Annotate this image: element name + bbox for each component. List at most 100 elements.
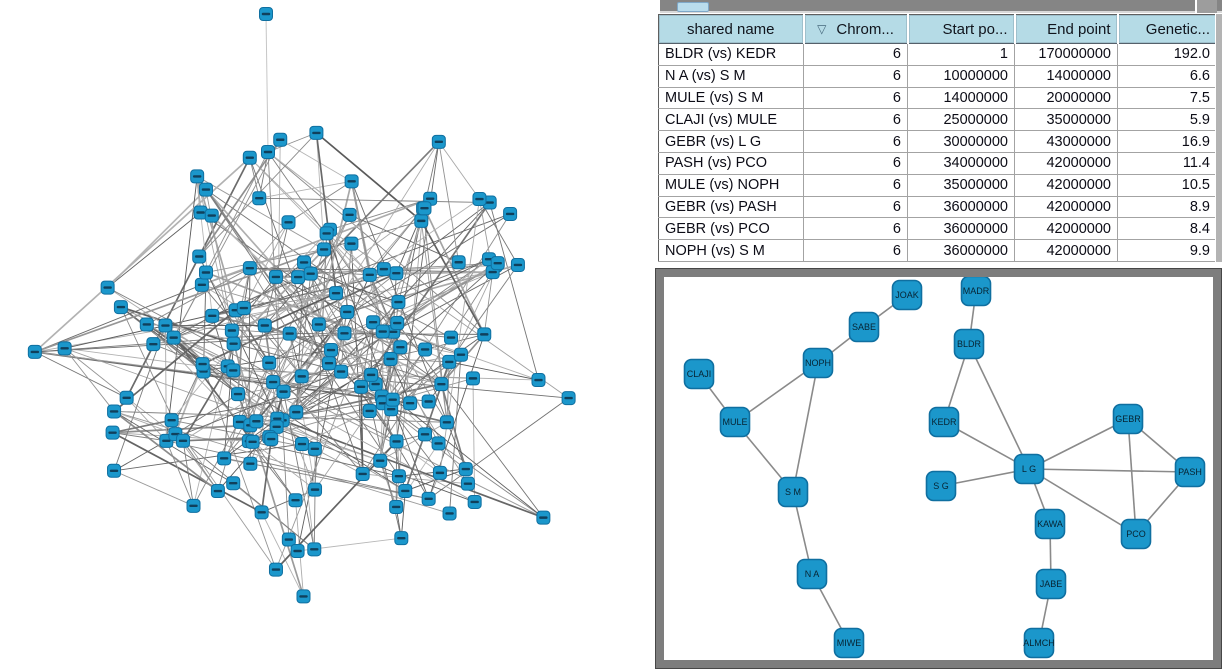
overview-node[interactable] — [113, 300, 128, 315]
table-cell[interactable]: N A (vs) S M — [658, 65, 804, 88]
overview-node[interactable] — [289, 405, 304, 420]
table-cell[interactable]: 20000000 — [1014, 87, 1118, 110]
overview-node[interactable] — [394, 531, 409, 546]
overview-node[interactable] — [205, 308, 220, 323]
overview-node[interactable] — [242, 261, 257, 276]
overview-node[interactable] — [334, 364, 349, 379]
overview-node[interactable] — [340, 304, 355, 319]
node-miwe[interactable]: MIWE — [833, 627, 865, 659]
overview-node[interactable] — [303, 266, 318, 281]
node-n-a[interactable]: N A — [796, 558, 828, 590]
table-cell[interactable]: 9.9 — [1117, 239, 1217, 262]
overview-node[interactable] — [198, 182, 213, 197]
overview-node[interactable] — [57, 341, 72, 356]
overview-node[interactable] — [245, 434, 260, 449]
overview-node[interactable] — [324, 343, 339, 358]
overview-node[interactable] — [444, 330, 459, 345]
overview-node[interactable] — [190, 169, 205, 184]
overview-node[interactable] — [268, 269, 283, 284]
node-noph[interactable]: NOPH — [802, 347, 834, 379]
table-cell[interactable]: 42000000 — [1014, 152, 1118, 175]
overview-node[interactable] — [291, 270, 306, 285]
table-cell[interactable]: 6 — [803, 87, 908, 110]
node-madr[interactable]: MADR — [960, 275, 992, 307]
node-shape[interactable] — [1174, 456, 1206, 488]
overview-node[interactable] — [273, 132, 288, 147]
overview-node[interactable] — [226, 336, 241, 351]
overview-node[interactable] — [321, 356, 336, 371]
node-kawa[interactable]: KAWA — [1034, 508, 1066, 540]
table-cell[interactable]: 36000000 — [907, 217, 1015, 241]
node-mule[interactable]: MULE — [719, 406, 751, 438]
table-row[interactable]: MULE (vs) NOPH 6 35000000 42000000 10.5 — [658, 174, 1217, 197]
table-cell[interactable]: 5.9 — [1117, 108, 1217, 132]
overview-node[interactable] — [158, 318, 173, 333]
node-shape[interactable] — [802, 347, 834, 379]
table-row[interactable]: GEBR (vs) L G 6 30000000 43000000 16.9 — [658, 130, 1217, 153]
overview-node[interactable] — [27, 344, 42, 359]
overview-node[interactable] — [311, 317, 326, 332]
table-cell[interactable]: 6 — [803, 130, 908, 153]
overview-node[interactable] — [119, 390, 134, 405]
node-shape[interactable] — [1120, 518, 1152, 550]
overview-node[interactable] — [139, 317, 154, 332]
node-shape[interactable] — [683, 358, 715, 390]
table-row[interactable]: N A (vs) S M 6 10000000 14000000 6.6 — [658, 65, 1217, 88]
overview-node[interactable] — [366, 315, 381, 330]
table-vertical-scrollbar[interactable] — [1215, 14, 1222, 262]
table-cell[interactable]: 10.5 — [1117, 174, 1217, 197]
overview-node[interactable] — [281, 215, 296, 230]
table-cell[interactable]: 42000000 — [1014, 239, 1118, 262]
overview-node[interactable] — [337, 326, 352, 341]
node-almch[interactable]: ALMCH — [1023, 627, 1055, 659]
node-shape[interactable] — [719, 406, 751, 438]
column-header-end-point[interactable]: End point — [1014, 14, 1119, 44]
node-s-g[interactable]: S G — [925, 470, 957, 502]
overview-node[interactable] — [510, 257, 525, 272]
table-cell[interactable]: 42000000 — [1014, 217, 1118, 241]
overview-node[interactable] — [389, 266, 404, 281]
filter-icon[interactable]: ▽ — [817, 21, 827, 36]
column-grab-tab[interactable] — [677, 2, 709, 12]
table-cell[interactable]: 6 — [803, 152, 908, 175]
overview-node[interactable] — [383, 351, 398, 366]
column-header-shared-name[interactable]: shared name — [658, 14, 805, 44]
table-cell[interactable]: 6 — [803, 108, 908, 132]
overview-node[interactable] — [460, 476, 475, 491]
overview-node[interactable] — [268, 562, 283, 577]
table-cell[interactable]: 7.5 — [1117, 87, 1217, 110]
table-cell[interactable]: 36000000 — [907, 239, 1015, 262]
node-jabe[interactable]: JABE — [1035, 568, 1067, 600]
overview-node[interactable] — [176, 433, 191, 448]
overview-node[interactable] — [434, 377, 449, 392]
table-row[interactable]: GEBR (vs) PASH 6 36000000 42000000 8.9 — [658, 196, 1217, 219]
overview-node[interactable] — [329, 286, 344, 301]
node-l-g[interactable]: L G — [1013, 453, 1045, 485]
overview-node[interactable] — [391, 295, 406, 310]
node-shape[interactable] — [960, 275, 992, 307]
overview-node[interactable] — [431, 134, 446, 149]
node-shape[interactable] — [928, 406, 960, 438]
table-cell[interactable]: 16.9 — [1117, 130, 1217, 153]
overview-node[interactable] — [385, 392, 400, 407]
table-cell[interactable]: 42000000 — [1014, 196, 1118, 219]
table-cell[interactable]: 6 — [803, 239, 908, 262]
node-bldr[interactable]: BLDR — [953, 328, 985, 360]
overview-node[interactable] — [186, 498, 201, 513]
overview-node[interactable] — [290, 544, 305, 559]
overview-node[interactable] — [354, 379, 369, 394]
node-shape[interactable] — [1035, 568, 1067, 600]
node-shape[interactable] — [891, 279, 923, 311]
overview-node[interactable] — [282, 326, 297, 341]
table-cell[interactable]: 6 — [803, 43, 908, 66]
overview-node[interactable] — [319, 226, 334, 241]
overview-node[interactable] — [398, 483, 413, 498]
overview-node[interactable] — [254, 505, 269, 520]
node-shape[interactable] — [1023, 627, 1055, 659]
overview-node[interactable] — [391, 469, 406, 484]
overview-node[interactable] — [100, 280, 115, 295]
overview-node[interactable] — [389, 434, 404, 449]
overview-node[interactable] — [536, 510, 551, 525]
overview-node[interactable] — [281, 532, 296, 547]
overview-node[interactable] — [317, 242, 332, 257]
